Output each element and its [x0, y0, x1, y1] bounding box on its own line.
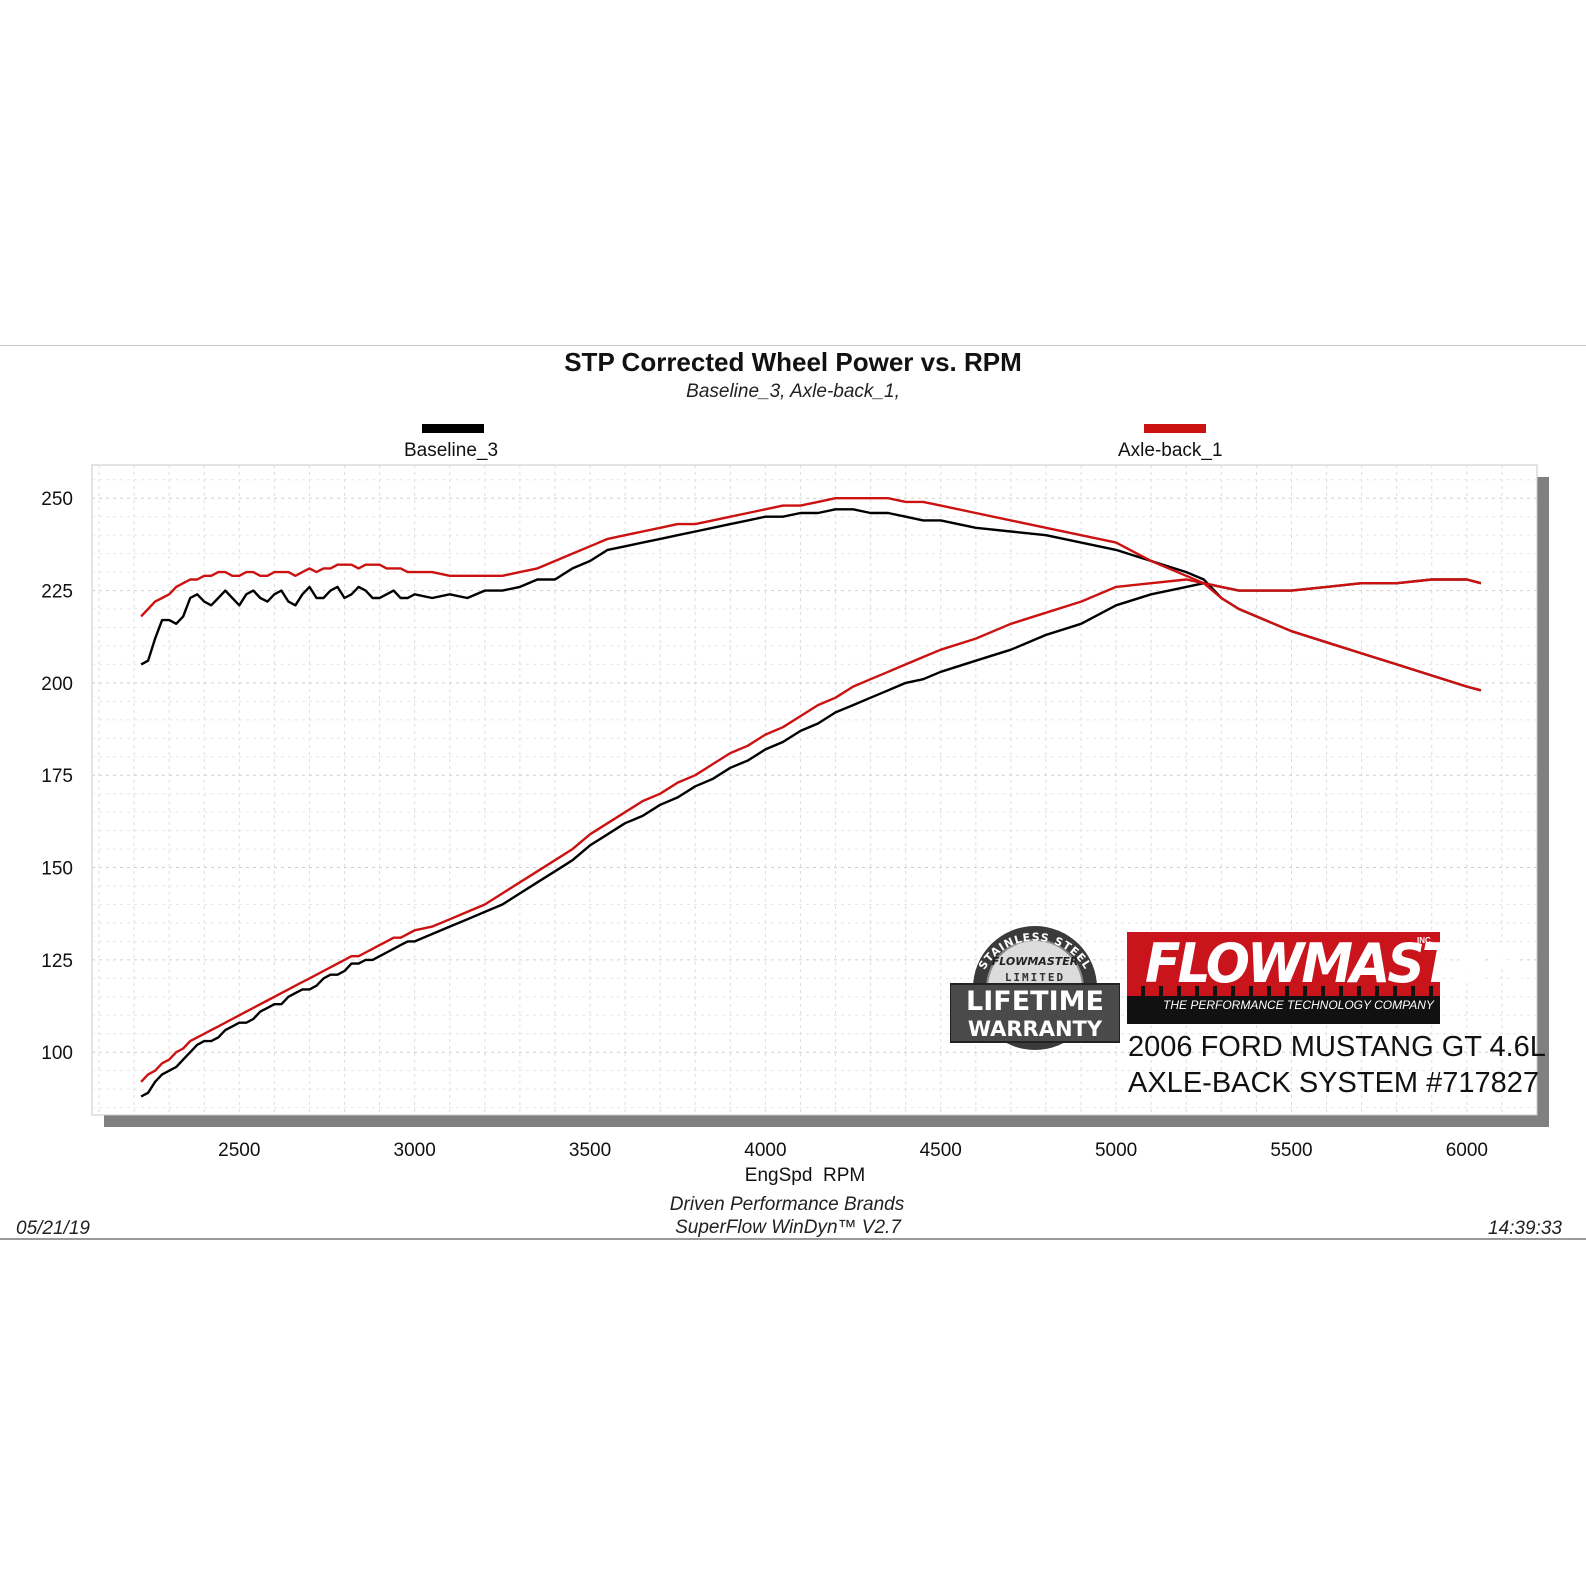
y-tick-label: 100: [41, 1043, 73, 1064]
legend-label-axleback: Axle-back_1: [1118, 440, 1223, 461]
logo-red-band: [1127, 932, 1440, 994]
y-tick-label: 125: [41, 951, 73, 972]
y-tick-label: 250: [41, 489, 73, 510]
badge-limited: LIMITED: [1005, 971, 1065, 984]
logo-inc: INC.: [1417, 936, 1433, 945]
y-tick-label: 225: [41, 582, 73, 603]
warranty-badge: STAINLESS STEEL FLOWMASTER LIMITED LIFET…: [950, 926, 1120, 1050]
x-tick-label: 3000: [394, 1140, 436, 1161]
logo-tagline: THE PERFORMANCE TECHNOLOGY COMPANY: [1163, 998, 1434, 1012]
x-axis: 2500 3000 3500 4000 4500 5000 5500 6000: [218, 1140, 1488, 1161]
series-line-axleback-torque: [140, 497, 1482, 692]
logo-wordmark: FLOWMASTER: [1145, 932, 1527, 996]
product-text: AXLE-BACK SYSTEM #717827: [1128, 1067, 1540, 1099]
logo-stripes: [1127, 986, 1440, 996]
series-line-axleback-power: [140, 578, 1482, 1083]
legend-swatch-axleback: [1144, 424, 1206, 433]
x-axis-label: EngSpd RPM: [745, 1165, 865, 1186]
badge-banner: [950, 983, 1120, 1043]
y-tick-label: 150: [41, 859, 73, 880]
x-tick-label: 3500: [569, 1140, 611, 1161]
badge-warranty: WARRANTY: [968, 1017, 1103, 1041]
y-tick-label: 175: [41, 766, 73, 787]
badge-lifetime: LIFETIME: [966, 986, 1104, 1017]
y-axis: 100 125 150 175 200 225 250: [41, 489, 73, 1064]
x-tick-label: 4500: [920, 1140, 962, 1161]
chart-subtitle: Baseline_3, Axle-back_1,: [686, 381, 900, 402]
series-line-baseline-power: [140, 578, 1482, 1098]
x-tick-label: 5000: [1095, 1140, 1137, 1161]
footer-date: 05/21/19: [16, 1218, 90, 1239]
x-tick-label: 5500: [1270, 1140, 1312, 1161]
legend-swatch-baseline: [422, 424, 484, 433]
x-tick-label: 4000: [744, 1140, 786, 1161]
footer-line1: Driven Performance Brands: [669, 1194, 905, 1215]
x-tick-label: 6000: [1446, 1140, 1488, 1161]
legend-label-baseline: Baseline_3: [404, 440, 499, 461]
footer-time: 14:39:33: [1488, 1218, 1562, 1239]
flowmaster-logo: FLOWMASTER INC. THE PERFORMANCE TECHNOLO…: [1127, 932, 1527, 1024]
series-lines: [140, 497, 1482, 1098]
x-tick-label: 2500: [218, 1140, 260, 1161]
chart-title: STP Corrected Wheel Power vs. RPM: [564, 347, 1022, 377]
footer-line2: SuperFlow WinDyn™ V2.7: [675, 1217, 901, 1238]
y-tick-label: 200: [41, 674, 73, 695]
series-line-baseline-torque: [140, 508, 1482, 692]
vehicle-text: 2006 FORD MUSTANG GT 4.6L: [1128, 1031, 1546, 1063]
badge-brand: FLOWMASTER: [992, 955, 1079, 968]
